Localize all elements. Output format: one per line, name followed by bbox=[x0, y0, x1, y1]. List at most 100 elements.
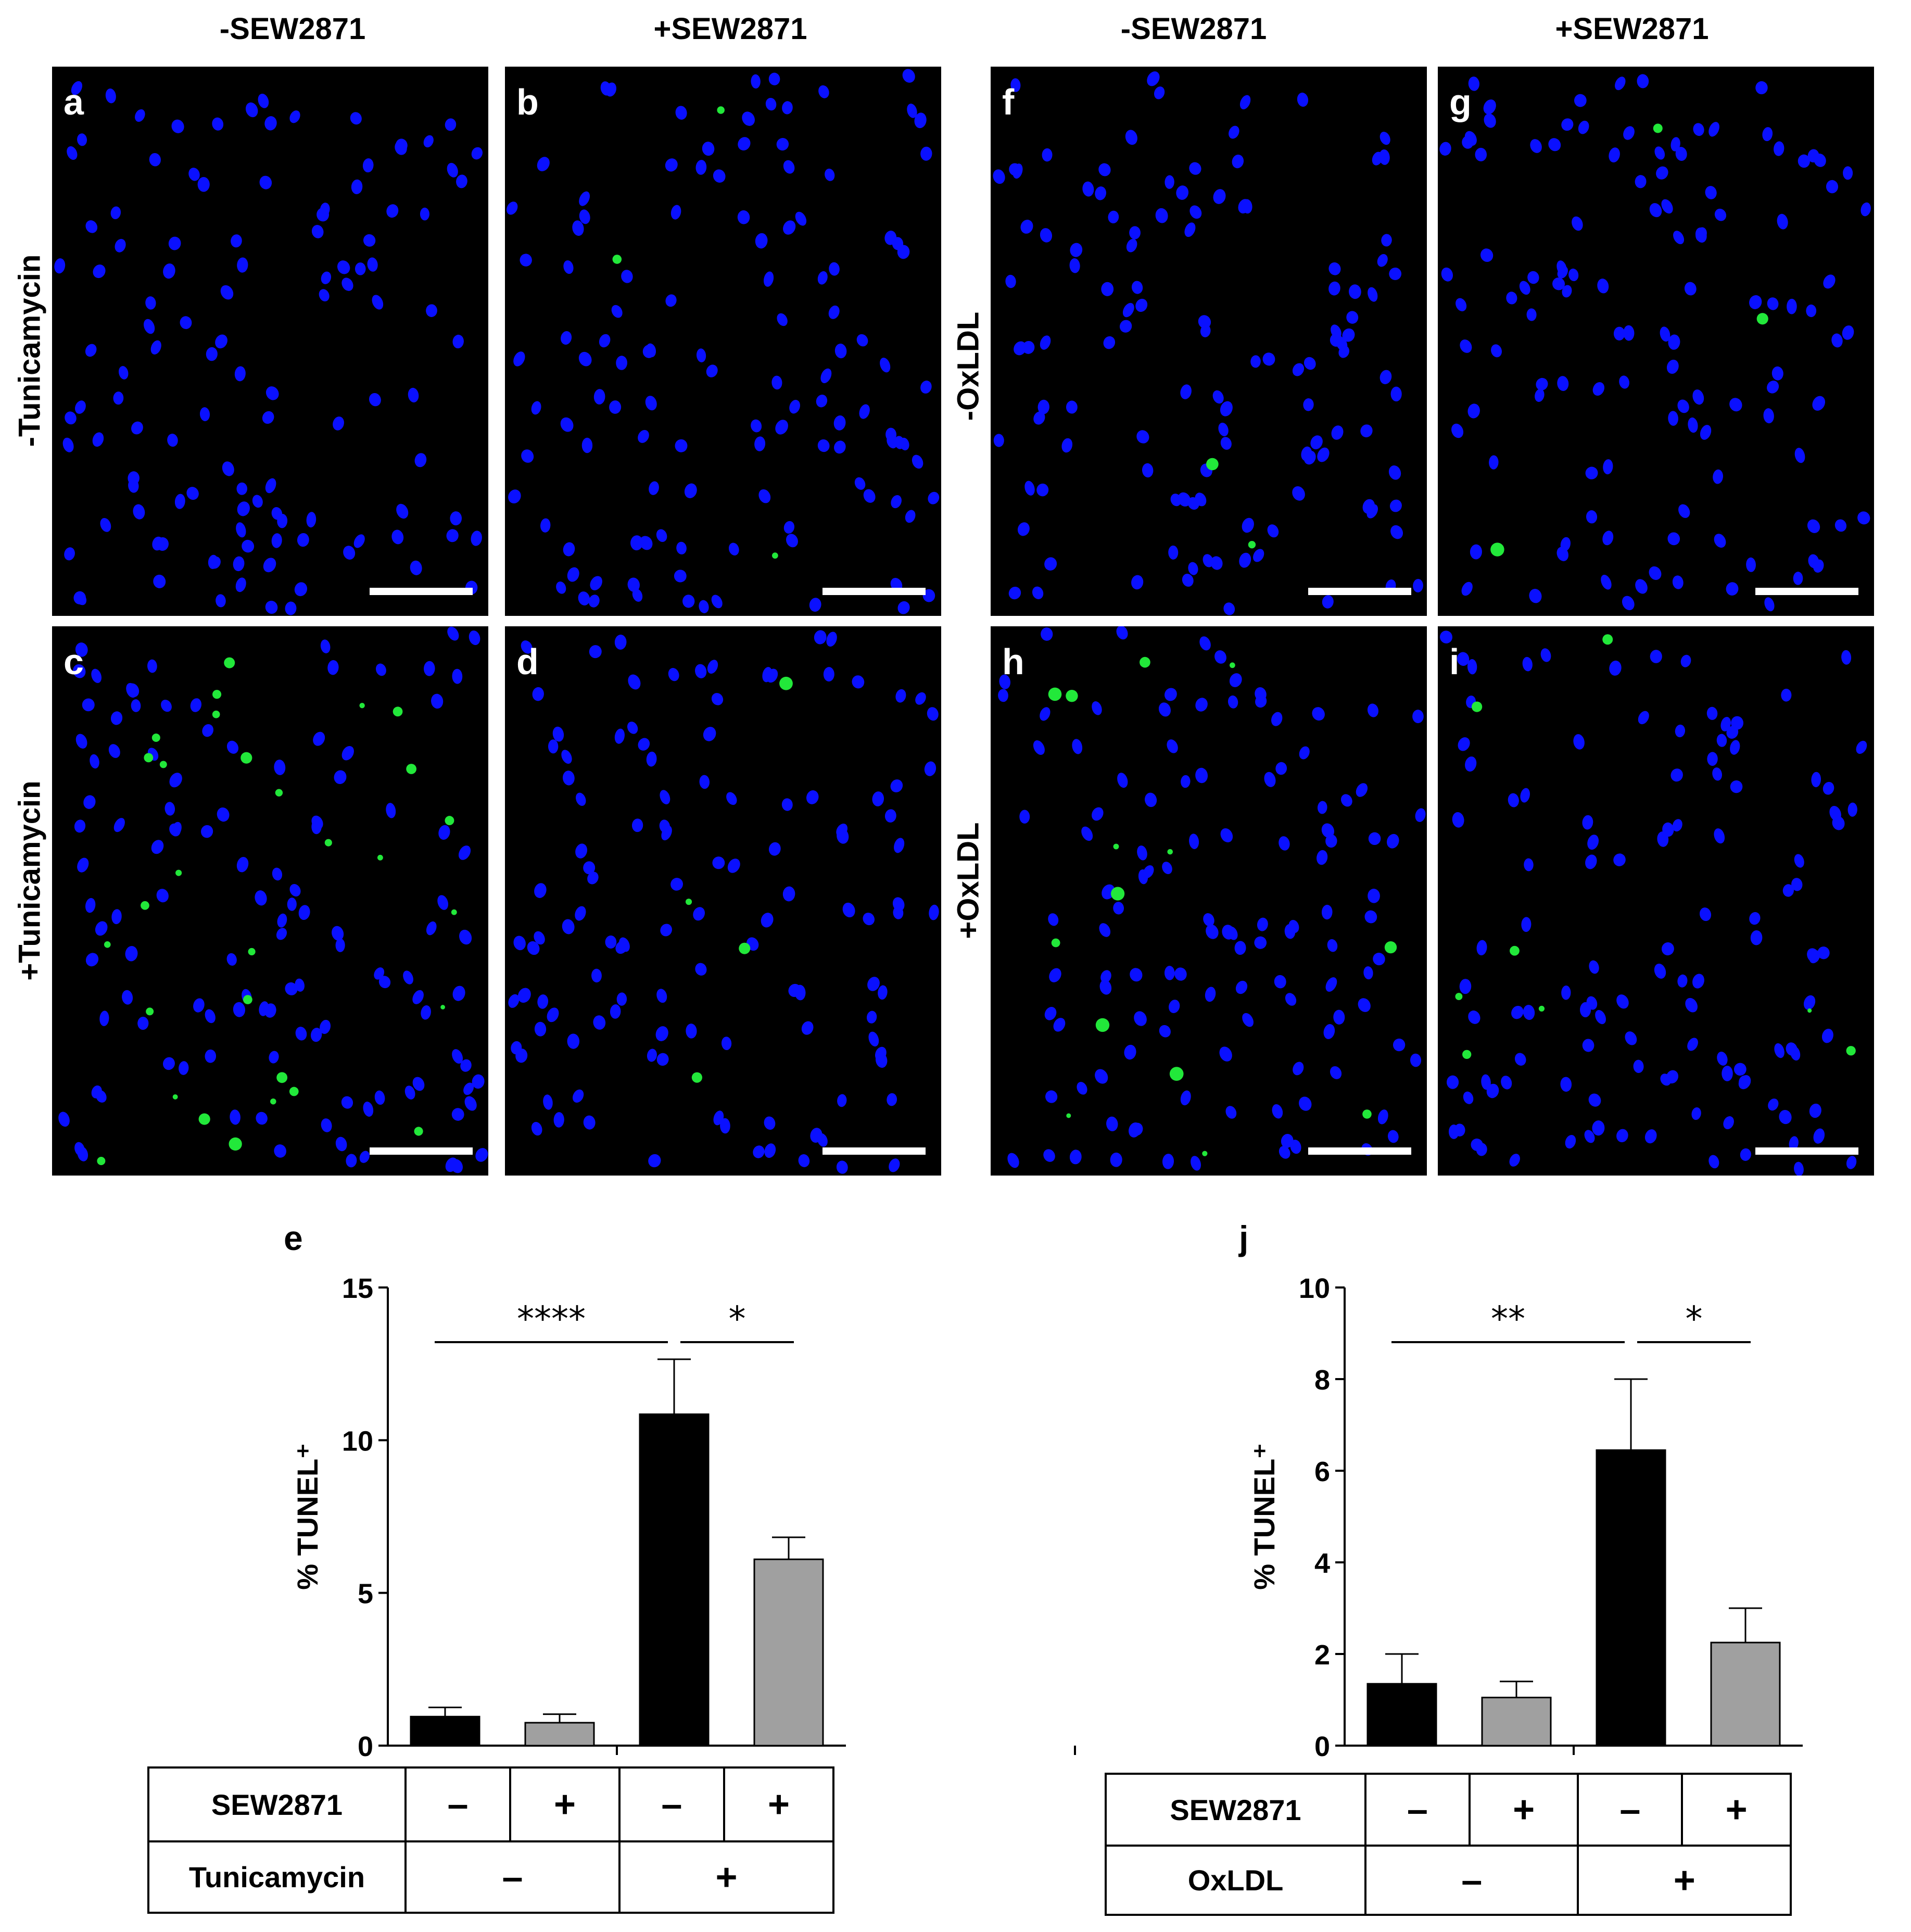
nucleus bbox=[295, 1027, 307, 1041]
nucleus bbox=[1164, 966, 1175, 980]
table-label-sew2871: SEW2871 bbox=[1105, 1773, 1366, 1847]
nucleus bbox=[163, 263, 175, 279]
nucleus bbox=[363, 234, 376, 247]
nucleus bbox=[1053, 1018, 1066, 1032]
table-cell: + bbox=[1468, 1773, 1579, 1847]
y-tick-label: 10 bbox=[342, 1425, 373, 1457]
nucleus bbox=[826, 632, 837, 647]
nucleus bbox=[447, 626, 459, 641]
nucleus bbox=[1782, 884, 1794, 897]
nucleus bbox=[1340, 794, 1352, 807]
nucleus bbox=[507, 201, 518, 215]
nucleus bbox=[1668, 411, 1678, 426]
nucleus bbox=[115, 238, 126, 252]
nucleus bbox=[1005, 274, 1016, 288]
tunel-spot bbox=[1113, 843, 1119, 850]
nucleus bbox=[575, 843, 588, 858]
nucleus bbox=[343, 546, 356, 560]
nucleus bbox=[236, 856, 249, 873]
nucleus bbox=[451, 1108, 464, 1121]
nucleus bbox=[1441, 267, 1453, 282]
nucleus bbox=[1597, 279, 1609, 294]
nucleus bbox=[1489, 455, 1499, 470]
nucleus bbox=[298, 905, 310, 920]
nucleus bbox=[1292, 486, 1305, 501]
nucleus bbox=[699, 775, 710, 789]
nucleus bbox=[599, 334, 611, 348]
nucleus bbox=[1638, 711, 1649, 725]
nucleus bbox=[99, 1011, 109, 1027]
nucleus bbox=[755, 233, 768, 249]
nucleus bbox=[1195, 698, 1208, 712]
nucleus bbox=[1145, 792, 1157, 807]
nucleus bbox=[1811, 772, 1821, 788]
nucleus bbox=[1603, 459, 1613, 475]
nucleus bbox=[782, 101, 793, 115]
nucleus bbox=[660, 924, 672, 937]
nucleus bbox=[563, 260, 574, 274]
nucleus bbox=[1660, 326, 1670, 342]
nucleus bbox=[216, 594, 226, 608]
nucleus bbox=[1380, 370, 1392, 384]
nucleus bbox=[751, 419, 762, 433]
nucleus bbox=[1809, 1103, 1821, 1118]
nucleus bbox=[914, 112, 927, 129]
nucleus bbox=[311, 815, 323, 829]
scale-bar bbox=[370, 1147, 473, 1155]
nucleus bbox=[887, 1093, 897, 1106]
nucleus bbox=[842, 902, 855, 918]
nucleus bbox=[1131, 281, 1143, 294]
nucleus bbox=[133, 504, 145, 520]
micrograph-panel-f: f bbox=[991, 67, 1427, 616]
nucleus bbox=[1390, 386, 1402, 402]
nucleus bbox=[1707, 752, 1718, 766]
nucleus bbox=[1017, 522, 1030, 536]
nucleus bbox=[113, 818, 125, 832]
nucleus bbox=[1580, 1002, 1591, 1018]
nucleus bbox=[616, 992, 627, 1006]
nucleus bbox=[171, 119, 184, 133]
nucleus bbox=[1692, 974, 1704, 989]
nucleus bbox=[236, 482, 247, 495]
scale-bar bbox=[822, 1147, 926, 1155]
tunel-spot bbox=[359, 702, 365, 709]
nucleus bbox=[631, 818, 643, 832]
nucleus bbox=[686, 1024, 697, 1039]
nucleus bbox=[642, 345, 655, 358]
nucleus bbox=[647, 1049, 657, 1062]
nuclei-image bbox=[1439, 74, 1871, 612]
nucleus bbox=[695, 160, 707, 175]
micrograph-panel-i: i bbox=[1438, 626, 1874, 1176]
nucleus bbox=[190, 698, 201, 712]
tunel-spot bbox=[779, 676, 793, 690]
nucleus bbox=[1168, 545, 1179, 560]
nucleus bbox=[1523, 1005, 1535, 1020]
nucleus bbox=[660, 790, 670, 804]
nucleus bbox=[93, 264, 106, 279]
nucleus bbox=[1714, 208, 1727, 221]
nucleus bbox=[866, 1011, 877, 1024]
tunel-spot bbox=[1048, 687, 1062, 701]
nucleus bbox=[1368, 287, 1378, 302]
nucleus bbox=[1589, 960, 1599, 974]
nucleus bbox=[378, 976, 391, 989]
nucleus bbox=[1746, 557, 1756, 572]
nucleus bbox=[1509, 1154, 1520, 1167]
nucleus bbox=[562, 919, 575, 935]
nucleus bbox=[1310, 435, 1323, 449]
nucleus bbox=[1205, 987, 1216, 1002]
chart-letter-j: j bbox=[1239, 1219, 1249, 1257]
nucleus bbox=[205, 1009, 216, 1024]
nucleus bbox=[1040, 228, 1053, 243]
nucleus bbox=[809, 598, 821, 612]
tunel-spot bbox=[198, 1113, 210, 1125]
nucleus bbox=[201, 825, 213, 838]
nucleus bbox=[1124, 1044, 1136, 1060]
nucleus bbox=[1195, 493, 1207, 507]
tunel-spot bbox=[276, 1072, 288, 1083]
significance-stars: **** bbox=[517, 1299, 586, 1339]
nucleus bbox=[795, 211, 807, 226]
nucleus bbox=[753, 1145, 765, 1158]
nucleus bbox=[469, 630, 480, 645]
nucleus bbox=[1460, 339, 1472, 353]
